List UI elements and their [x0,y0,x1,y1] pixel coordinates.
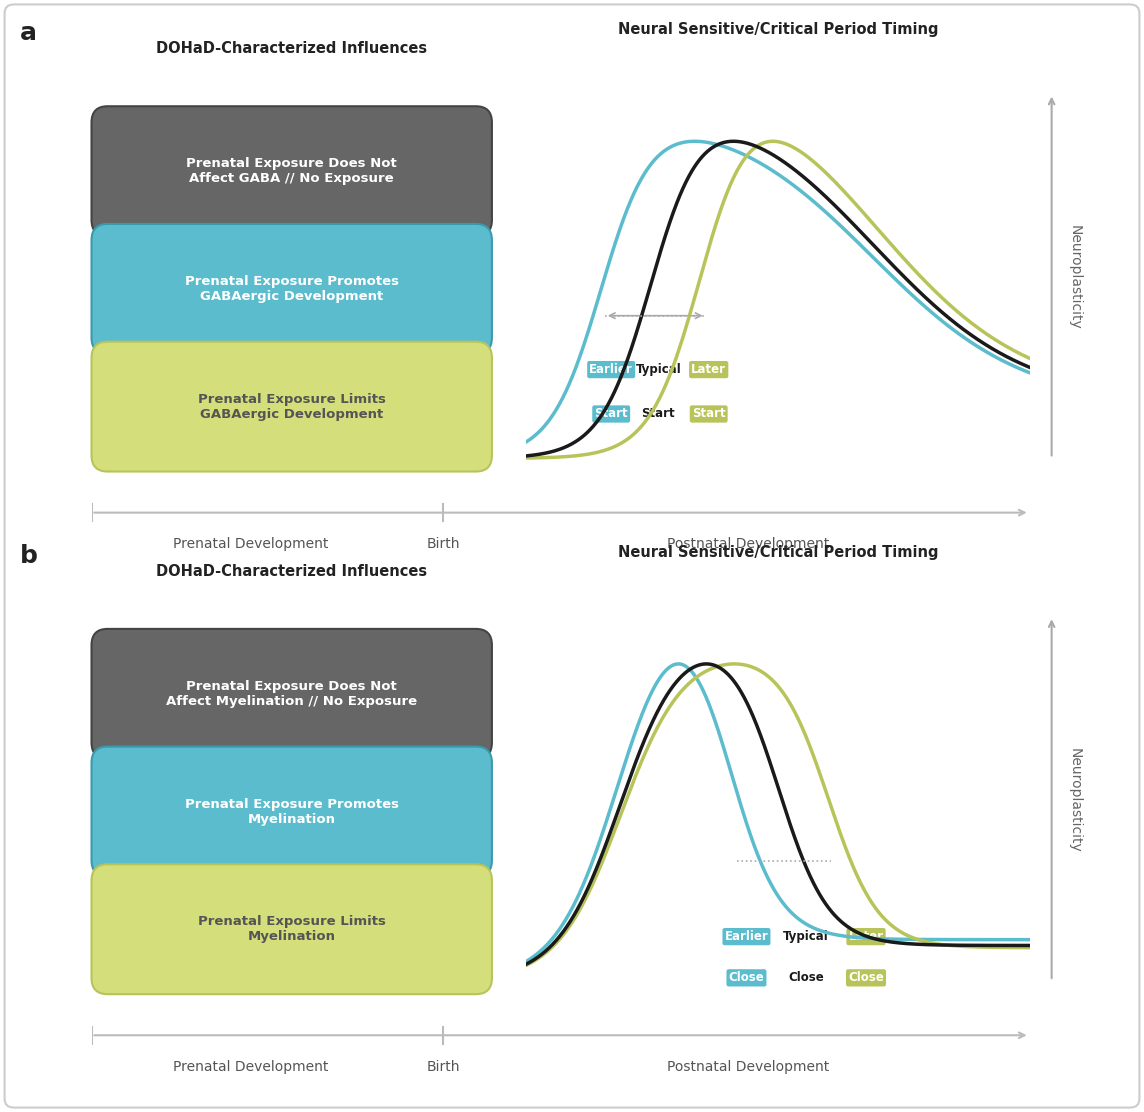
Text: Prenatal Development: Prenatal Development [173,537,328,552]
Text: Prenatal Exposure Promotes
Myelination: Prenatal Exposure Promotes Myelination [184,797,399,825]
Text: Postnatal Development: Postnatal Development [667,537,829,552]
Text: Prenatal Exposure Does Not
Affect Myelination // No Exposure: Prenatal Exposure Does Not Affect Myelin… [166,679,418,708]
FancyBboxPatch shape [92,629,492,758]
FancyBboxPatch shape [92,746,492,876]
Text: Close: Close [848,972,884,984]
Text: Typical: Typical [784,930,829,943]
Text: Later: Later [691,364,726,376]
Text: Start: Start [642,407,675,420]
Text: Neuroplasticity: Neuroplasticity [1067,226,1082,330]
FancyBboxPatch shape [92,224,492,354]
Text: Earlier: Earlier [589,364,633,376]
Text: Start: Start [595,407,628,420]
Text: Typical: Typical [636,364,681,376]
Text: DOHaD-Characterized Influences: DOHaD-Characterized Influences [157,41,427,57]
Text: DOHaD-Characterized Influences: DOHaD-Characterized Influences [157,564,427,579]
Text: Earlier: Earlier [724,930,769,943]
Text: Neural Sensitive/Critical Period Timing: Neural Sensitive/Critical Period Timing [618,545,938,559]
Text: Later: Later [849,930,883,943]
FancyBboxPatch shape [92,107,492,236]
FancyBboxPatch shape [92,864,492,994]
Text: Neuroplasticity: Neuroplasticity [1067,748,1082,853]
Text: a: a [19,21,37,44]
Text: Prenatal Exposure Promotes
GABAergic Development: Prenatal Exposure Promotes GABAergic Dev… [184,275,399,302]
Text: Close: Close [788,972,824,984]
Text: Prenatal Exposure Does Not
Affect GABA // No Exposure: Prenatal Exposure Does Not Affect GABA /… [186,157,397,186]
Text: Start: Start [692,407,725,420]
Text: Birth: Birth [427,537,460,552]
Text: Prenatal Exposure Limits
Myelination: Prenatal Exposure Limits Myelination [198,915,386,943]
Text: Postnatal Development: Postnatal Development [667,1060,829,1074]
Text: Close: Close [729,972,764,984]
Text: Neural Sensitive/Critical Period Timing: Neural Sensitive/Critical Period Timing [618,22,938,37]
Text: Prenatal Development: Prenatal Development [173,1060,328,1074]
Text: b: b [19,544,38,567]
Text: Prenatal Exposure Limits
GABAergic Development: Prenatal Exposure Limits GABAergic Devel… [198,393,386,420]
FancyBboxPatch shape [92,341,492,471]
Text: Birth: Birth [427,1060,460,1074]
